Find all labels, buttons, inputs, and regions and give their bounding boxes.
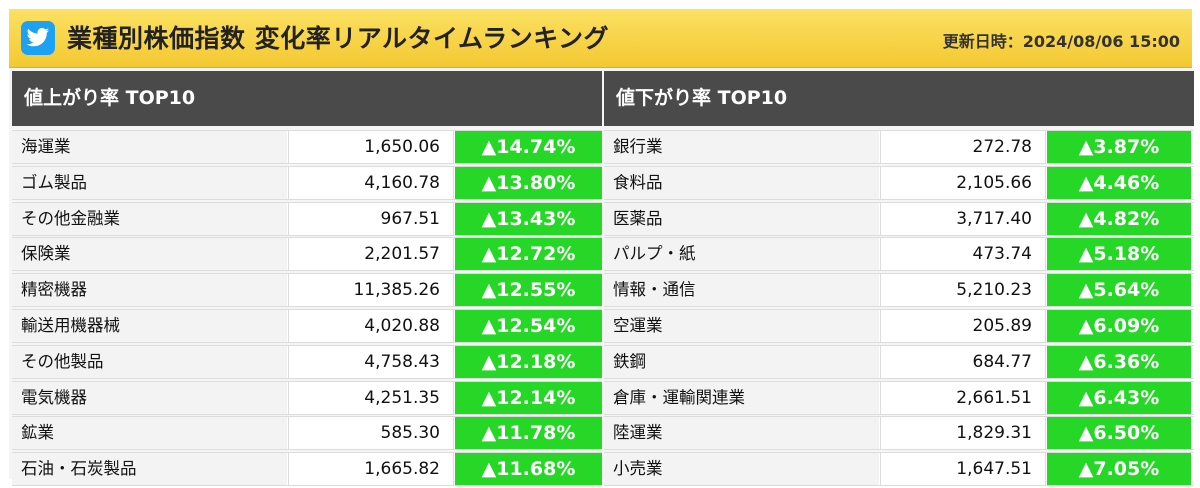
- sector-name: ゴム製品: [12, 166, 287, 199]
- change-rate-badge: ▲5.64%: [1047, 274, 1191, 307]
- index-value: 2,201.57: [288, 238, 454, 271]
- sector-name: 電気機器: [12, 381, 287, 414]
- change-rate-badge: ▲6.36%: [1047, 345, 1191, 378]
- sector-name: 陸運業: [604, 417, 879, 450]
- table-row: ゴム製品 4,160.78 ▲13.80%: [12, 165, 602, 200]
- change-rate-badge: ▲7.05%: [1047, 453, 1191, 486]
- table-row: 鉱業 585.30 ▲11.78%: [12, 416, 602, 451]
- change-rate-badge: ▲6.43%: [1047, 381, 1191, 414]
- sector-name: その他金融業: [12, 202, 287, 235]
- index-value: 473.74: [880, 238, 1046, 271]
- gainers-list: 海運業 1,650.06 ▲14.74% ゴム製品 4,160.78 ▲13.80% その他…: [12, 130, 602, 487]
- table-row: 医薬品 3,717.40 ▲4.82%: [604, 201, 1194, 236]
- change-rate-badge: ▲6.09%: [1047, 309, 1191, 342]
- index-value: 2,105.66: [880, 166, 1046, 199]
- losers-panel: 値下がり率 TOP10 銀行業 272.78 ▲3.87% 食料品 2,105.66 ▲4…: [604, 71, 1194, 488]
- table-row: 海運業 1,650.06 ▲14.74%: [12, 130, 602, 164]
- sector-name: 精密機器: [12, 274, 287, 307]
- table-row: 精密機器 11,385.26 ▲12.55%: [12, 273, 602, 308]
- change-rate-badge: ▲4.82%: [1047, 202, 1191, 235]
- table-row: 倉庫・運輸関連業 2,661.51 ▲6.43%: [604, 380, 1194, 415]
- table-row: その他製品 4,758.43 ▲12.18%: [12, 344, 602, 379]
- change-rate-badge: ▲3.87%: [1047, 131, 1191, 163]
- index-value: 272.78: [880, 131, 1046, 163]
- update-timestamp: 更新日時：2024/08/06 15:00: [942, 32, 1180, 51]
- change-rate-badge: ▲14.74%: [455, 131, 602, 163]
- index-value: 4,251.35: [288, 381, 454, 414]
- index-value: 4,160.78: [288, 166, 454, 199]
- change-rate-badge: ▲6.50%: [1047, 417, 1191, 450]
- table-row: 石油・石炭製品 1,665.82 ▲11.68%: [12, 452, 602, 487]
- losers-heading: 値下がり率 TOP10: [604, 71, 1194, 126]
- index-value: 585.30: [288, 417, 454, 450]
- losers-list: 銀行業 272.78 ▲3.87% 食料品 2,105.66 ▲4.46% 医薬品 3,717…: [604, 130, 1194, 487]
- table-row: 電気機器 4,251.35 ▲12.14%: [12, 380, 602, 415]
- table-row: 小売業 1,647.51 ▲7.05%: [604, 452, 1194, 487]
- sector-name: 輸送用機器械: [12, 309, 287, 342]
- change-rate-badge: ▲12.54%: [455, 309, 602, 342]
- change-rate-badge: ▲12.18%: [455, 345, 602, 378]
- bird-icon[interactable]: [21, 21, 55, 55]
- index-value: 2,661.51: [880, 381, 1046, 414]
- index-value: 5,210.23: [880, 274, 1046, 307]
- sector-name: 情報・通信: [604, 274, 879, 307]
- change-rate-badge: ▲12.72%: [455, 238, 602, 271]
- index-value: 1,665.82: [288, 453, 454, 486]
- sector-name: 小売業: [604, 453, 879, 486]
- gainers-heading: 値上がり率 TOP10: [12, 71, 602, 126]
- sector-name: その他製品: [12, 345, 287, 378]
- index-value: 1,829.31: [880, 417, 1046, 450]
- index-value: 3,717.40: [880, 202, 1046, 235]
- table-row: 食料品 2,105.66 ▲4.46%: [604, 165, 1194, 200]
- index-value: 967.51: [288, 202, 454, 235]
- sector-name: パルプ・紙: [604, 238, 879, 271]
- sector-name: 食料品: [604, 166, 879, 199]
- sector-name: 鉄鋼: [604, 345, 879, 378]
- sector-name: 銀行業: [604, 131, 879, 163]
- index-value: 684.77: [880, 345, 1046, 378]
- gainers-panel: 値上がり率 TOP10 海運業 1,650.06 ▲14.74% ゴム製品 4,160.…: [12, 71, 602, 488]
- page-title: 業種別株価指数 変化率リアルタイムランキング: [67, 24, 609, 53]
- change-rate-badge: ▲13.43%: [455, 202, 602, 235]
- sector-name: 保険業: [12, 238, 287, 271]
- change-rate-badge: ▲11.68%: [455, 453, 602, 486]
- sector-name: 医薬品: [604, 202, 879, 235]
- table-row: 空運業 205.89 ▲6.09%: [604, 308, 1194, 343]
- table-row: 銀行業 272.78 ▲3.87%: [604, 130, 1194, 164]
- table-row: 保険業 2,201.57 ▲12.72%: [12, 237, 602, 272]
- header-bar: 業種別株価指数 変化率リアルタイムランキング 更新日時：2024/08/06 1…: [9, 9, 1192, 68]
- ranking-board: 業種別株価指数 変化率リアルタイムランキング 更新日時：2024/08/06 1…: [9, 9, 1194, 487]
- index-value: 4,758.43: [288, 345, 454, 378]
- index-value: 1,647.51: [880, 453, 1046, 486]
- change-rate-badge: ▲5.18%: [1047, 238, 1191, 271]
- index-value: 4,020.88: [288, 309, 454, 342]
- index-value: 205.89: [880, 309, 1046, 342]
- table-row: その他金融業 967.51 ▲13.43%: [12, 201, 602, 236]
- sector-name: 石油・石炭製品: [12, 453, 287, 486]
- table-row: 鉄鋼 684.77 ▲6.36%: [604, 344, 1194, 379]
- change-rate-badge: ▲11.78%: [455, 417, 602, 450]
- index-value: 11,385.26: [288, 274, 454, 307]
- index-value: 1,650.06: [288, 131, 454, 163]
- sector-name: 倉庫・運輸関連業: [604, 381, 879, 414]
- change-rate-badge: ▲4.46%: [1047, 166, 1191, 199]
- change-rate-badge: ▲13.80%: [455, 166, 602, 199]
- sector-name: 空運業: [604, 309, 879, 342]
- change-rate-badge: ▲12.55%: [455, 274, 602, 307]
- table-row: 輸送用機器械 4,020.88 ▲12.54%: [12, 308, 602, 343]
- table-row: パルプ・紙 473.74 ▲5.18%: [604, 237, 1194, 272]
- table-row: 陸運業 1,829.31 ▲6.50%: [604, 416, 1194, 451]
- sector-name: 鉱業: [12, 417, 287, 450]
- change-rate-badge: ▲12.14%: [455, 381, 602, 414]
- sector-name: 海運業: [12, 131, 287, 163]
- table-row: 情報・通信 5,210.23 ▲5.64%: [604, 273, 1194, 308]
